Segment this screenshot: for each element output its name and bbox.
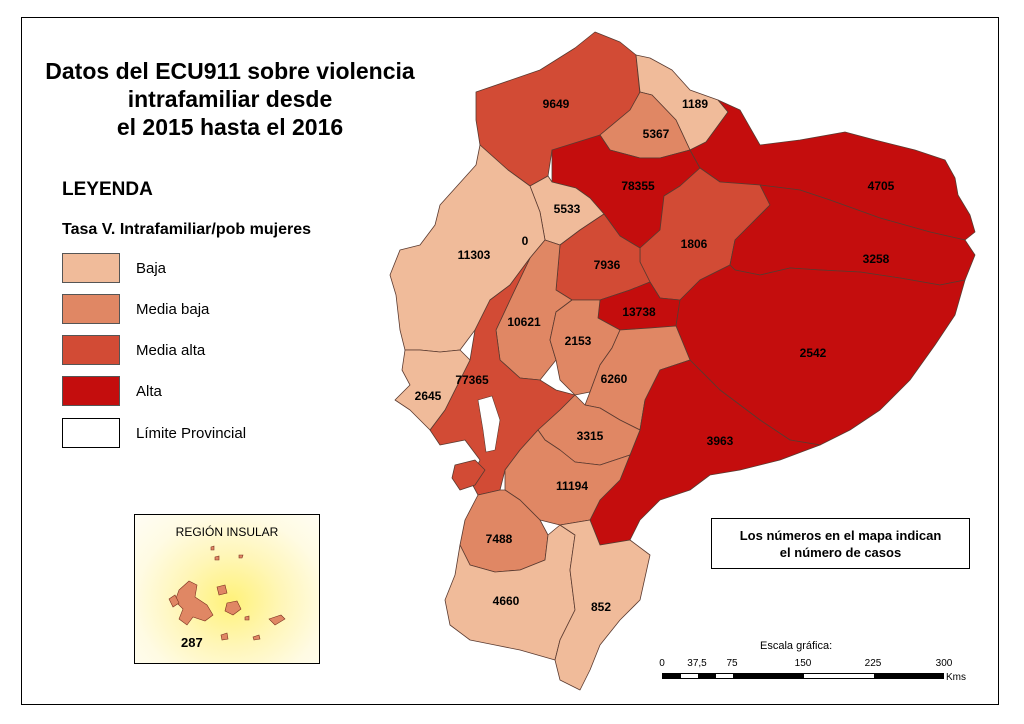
island-espanola xyxy=(252,634,261,641)
province-value-label: 3963 xyxy=(707,434,734,448)
province-value-label: 2645 xyxy=(415,389,442,403)
legend-label-media-alta: Media alta xyxy=(136,341,206,359)
province-sucumbios[interactable] xyxy=(689,99,976,241)
legend-subtitle: Tasa V. Intrafamiliar/pob mujeres xyxy=(62,221,311,238)
legend-item-alta: Alta xyxy=(62,375,162,407)
island-santa-cruz xyxy=(224,600,242,616)
island-puna xyxy=(451,459,486,491)
scale-unit: Kms xyxy=(946,672,966,683)
province-azuay[interactable] xyxy=(504,429,631,526)
province-value-label: 3315 xyxy=(577,429,604,443)
province-value-label: 7936 xyxy=(594,258,621,272)
legend-label-baja: Baja xyxy=(136,259,167,277)
province-value-label: 7488 xyxy=(486,532,513,546)
province-value-label: 6260 xyxy=(601,372,628,386)
gulf-estuary xyxy=(477,395,501,453)
scale-tick: 0 xyxy=(659,658,665,669)
province-value-label: 11303 xyxy=(458,248,491,262)
title-line-1: Datos del ECU911 sobre violencia xyxy=(45,58,415,84)
scale-bar xyxy=(662,673,944,679)
scale-segment xyxy=(698,674,716,678)
legend-swatch-limite xyxy=(62,418,120,448)
province-value-label: 4660 xyxy=(493,594,520,608)
note-line-2: el número de casos xyxy=(779,545,902,560)
island-santiago xyxy=(216,584,228,596)
island-floreana xyxy=(220,632,229,641)
scale-tick: 300 xyxy=(935,658,953,669)
province-value-label: 9649 xyxy=(543,97,570,111)
island-marchena xyxy=(214,555,220,561)
province-value-label: 0 xyxy=(522,234,529,248)
island-fernandina xyxy=(168,594,180,608)
legend-swatch-media-alta xyxy=(62,335,120,365)
title-line-3: el 2015 hasta el 2016 xyxy=(116,114,344,140)
legend-swatch-media-baja xyxy=(62,294,120,324)
note-line-1: Los números en el mapa indican xyxy=(739,528,942,543)
legend-swatch-alta xyxy=(62,376,120,406)
map-frame xyxy=(21,17,999,705)
province-value-label: 13738 xyxy=(622,305,656,319)
scale-bar-group: Escala gráfica: 0 37,5 75 150 225 300 Km… xyxy=(650,636,980,686)
legend-item-baja: Baja xyxy=(62,252,166,284)
scale-segment xyxy=(733,674,804,678)
province-value-label: 3258 xyxy=(863,252,890,266)
legend-item-media-baja: Media baja xyxy=(62,293,209,325)
province-value-label: 2542 xyxy=(800,346,827,360)
legend-label-alta: Alta xyxy=(136,382,162,400)
map-title: Datos del ECU911 sobre violencia intrafa… xyxy=(30,57,430,141)
scale-tick: 75 xyxy=(726,658,738,669)
province-value-label: 2153 xyxy=(565,334,592,348)
province-value-label: 1189 xyxy=(682,97,708,111)
galapagos-islands xyxy=(168,545,286,641)
province-value-label: 10621 xyxy=(507,315,541,329)
province-value-label: 852 xyxy=(591,600,611,614)
inset-value: 287 xyxy=(181,635,203,650)
legend-label-media-baja: Media baja xyxy=(136,300,210,318)
island-isabela xyxy=(174,580,214,626)
island-santa-fe xyxy=(244,615,250,621)
legend-heading: LEYENDA xyxy=(62,179,153,200)
legend-item-limite: Límite Provincial xyxy=(62,417,246,449)
island-pinta xyxy=(210,545,215,551)
province-value-label: 11194 xyxy=(556,479,588,493)
insular-region-inset: REGIÓN INSULAR 287 xyxy=(134,514,320,664)
scale-tick: 37,5 xyxy=(687,658,707,669)
province-value-label: 1806 xyxy=(681,237,708,251)
title-line-2: intrafamiliar desde xyxy=(127,86,333,112)
scale-tick: 150 xyxy=(794,658,812,669)
province-santa-elena[interactable] xyxy=(394,349,471,431)
inset-title: REGIÓN INSULAR xyxy=(175,525,279,539)
note-box: Los números en el mapa indican el número… xyxy=(711,518,970,569)
scale-segment xyxy=(663,674,681,678)
province-value-label: 77365 xyxy=(455,373,489,387)
province-value-label: 4705 xyxy=(868,179,895,193)
province-value-label: 78355 xyxy=(621,179,655,193)
legend-label-limite: Límite Provincial xyxy=(136,424,247,442)
island-genovesa xyxy=(238,554,244,559)
scale-segment xyxy=(874,674,944,678)
province-value-label: 5533 xyxy=(554,202,581,216)
island-san-cristobal xyxy=(268,614,286,626)
legend-item-media-alta: Media alta xyxy=(62,334,205,366)
province-zamora-chinchipe[interactable] xyxy=(554,519,651,691)
legend-swatch-baja xyxy=(62,253,120,283)
scale-title: Escala gráfica: xyxy=(760,640,833,652)
scale-tick: 225 xyxy=(864,658,882,669)
province-value-label: 5367 xyxy=(643,127,670,141)
